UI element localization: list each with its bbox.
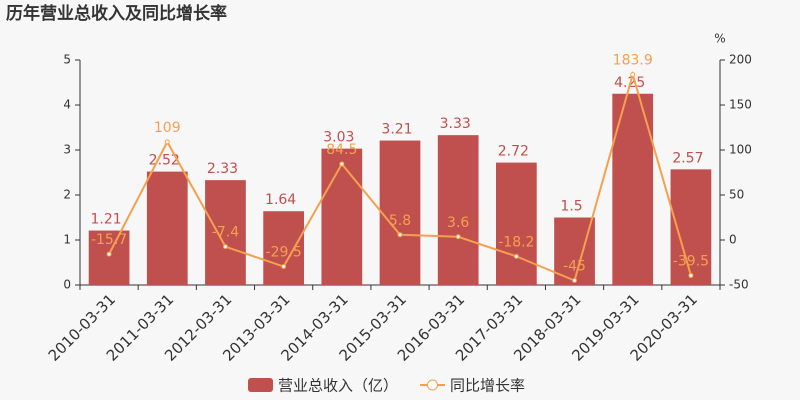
y2-tick-label: 100	[729, 143, 752, 157]
y-tick-label: 0	[63, 278, 71, 292]
legend-label: 营业总收入（亿）	[278, 377, 398, 395]
line-value-label: -45	[563, 259, 586, 275]
y2-tick-label: -50	[729, 278, 749, 292]
bar-value-label: 2.72	[498, 144, 529, 160]
line-point	[164, 139, 170, 145]
line-value-label: 183.9	[613, 52, 653, 68]
line-value-label: -29.5	[266, 245, 302, 261]
y-tick-label: 5	[63, 53, 71, 67]
bar	[554, 217, 595, 285]
bar	[437, 135, 479, 285]
bar-value-label: 3.03	[323, 130, 354, 146]
bar-value-label: 1.21	[91, 212, 122, 228]
y2-axis-label: %	[714, 32, 725, 46]
line-point	[339, 161, 345, 167]
y-tick-label: 3	[63, 143, 71, 157]
bar	[263, 211, 304, 285]
line-value-label: 5.8	[389, 213, 411, 229]
bar-value-label: 1.64	[265, 192, 296, 208]
legend-marker	[427, 379, 439, 391]
line-point	[281, 264, 287, 270]
line-value-label: 84.5	[326, 142, 357, 158]
y-tick-label: 2	[63, 188, 71, 202]
legend-label: 同比增长率	[450, 377, 525, 395]
line-point	[397, 232, 403, 238]
y-tick-label: 1	[63, 233, 71, 247]
bar	[496, 162, 537, 285]
bar-value-label: 3.21	[381, 122, 412, 138]
bar	[321, 148, 363, 285]
line-value-label: 109	[154, 120, 181, 136]
chart-title: 历年营业总收入及同比增长率	[6, 3, 227, 24]
line-point	[630, 71, 636, 77]
line-value-label: -39.5	[673, 254, 709, 270]
y2-tick-label: 0	[729, 233, 737, 247]
bar-value-label: 2.33	[207, 161, 238, 177]
line-point	[455, 234, 461, 240]
legend-item: 同比增长率	[420, 377, 525, 395]
y2-tick-label: 50	[729, 188, 744, 202]
bar-value-label: 3.33	[440, 116, 471, 132]
bar	[379, 140, 421, 285]
bar-value-label: 2.57	[672, 150, 703, 166]
line-value-label: 3.6	[447, 215, 469, 231]
bar	[88, 230, 130, 285]
line-value-label: -18.2	[498, 234, 534, 250]
legend-swatch	[248, 378, 273, 392]
line-value-label: -7.4	[212, 225, 239, 241]
line-point	[572, 278, 578, 283]
bar-value-label: 1.5	[560, 199, 582, 215]
bar	[205, 180, 246, 285]
legend-item: 营业总收入（亿）	[248, 377, 398, 395]
line-point	[688, 273, 694, 279]
y2-tick-label: 150	[729, 98, 752, 112]
y-tick-label: 4	[63, 98, 71, 112]
line-point	[222, 244, 228, 250]
y2-tick-label: 200	[729, 53, 752, 67]
line-point	[106, 251, 112, 257]
bar	[146, 171, 188, 285]
line-value-label: -15.7	[91, 232, 127, 248]
line-point	[513, 253, 519, 259]
